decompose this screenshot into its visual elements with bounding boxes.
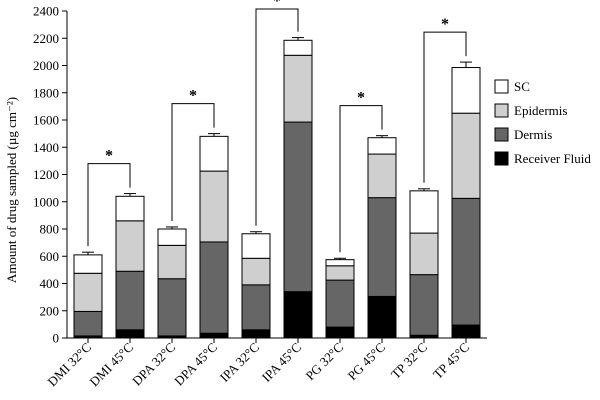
x-category-label: IPA 32°C — [217, 340, 262, 385]
bars-layer — [73, 37, 481, 339]
legend-swatch — [494, 127, 509, 142]
bar-segment — [409, 232, 439, 276]
y-tick-label: 2000 — [33, 58, 59, 73]
bar-segment — [409, 190, 439, 234]
y-tick-label: 1600 — [33, 113, 59, 128]
legend-swatch — [494, 151, 509, 166]
bar-segment — [325, 265, 355, 281]
bar-segment — [409, 274, 439, 336]
bar-segment — [241, 329, 271, 339]
bar-segment — [157, 244, 187, 280]
x-category-label: TP 32°C — [388, 340, 430, 382]
legend-swatch — [494, 79, 509, 94]
bar-segment — [157, 228, 187, 246]
significance-marker: * — [189, 88, 197, 105]
significance-marker: * — [441, 16, 449, 33]
bar-segment — [367, 153, 397, 199]
bar-segment — [451, 197, 481, 326]
legend: SC Epidermis Dermis Receiver Fluid — [494, 79, 591, 166]
significance-marker: * — [273, 0, 281, 10]
bar-segment — [451, 112, 481, 199]
bar-segment — [367, 197, 397, 297]
y-tick-label: 2400 — [33, 4, 59, 19]
x-category-label: DPA 32°C — [129, 340, 178, 389]
bar-segment — [199, 170, 229, 243]
x-category-label: IPA 45°C — [259, 340, 304, 385]
x-category-label: DPA 45°C — [171, 340, 220, 389]
bar-segment — [115, 329, 145, 339]
x-category-label: PG 45°C — [344, 340, 388, 384]
x-category-label: DMI 32°C — [44, 340, 94, 390]
bar-segment — [73, 254, 103, 274]
bar-segment — [73, 272, 103, 312]
significance-bracket — [423, 31, 467, 183]
bar-segment — [283, 39, 313, 56]
legend-label: SC — [514, 79, 530, 94]
x-category-label: TP 45°C — [430, 340, 472, 382]
legend-label: Receiver Fluid — [514, 151, 591, 166]
y-tick-label: 1200 — [33, 167, 59, 182]
y-tick-label: 1800 — [33, 85, 59, 100]
y-axis-label: Amount of drug sampled (µg cm⁻²) — [4, 97, 19, 283]
y-tick-label: 400 — [40, 276, 60, 291]
bar-segment — [325, 259, 355, 267]
legend-swatch — [494, 103, 509, 118]
significance-layer: * * * * * — [87, 0, 467, 253]
y-tick-label: 2200 — [33, 31, 59, 46]
y-tick-label: 600 — [40, 249, 60, 264]
bar-segment — [367, 137, 397, 155]
y-tick-label: 1000 — [33, 194, 59, 209]
bar-segment — [451, 324, 481, 339]
significance-bracket — [87, 163, 131, 247]
bar-segment — [115, 220, 145, 272]
bar-segment — [283, 121, 313, 293]
y-tick-label: 200 — [40, 303, 60, 318]
bar-segment — [157, 278, 187, 337]
bar-segment — [283, 54, 313, 123]
x-category-label: DMI 45°C — [86, 340, 136, 390]
bar-segment — [325, 326, 355, 339]
bar-segment — [241, 257, 271, 286]
bar-segment — [199, 135, 229, 172]
bar-segment — [115, 270, 145, 331]
bar-segment — [451, 67, 481, 114]
significance-bracket — [171, 103, 215, 221]
significance-bracket — [339, 105, 383, 253]
bar-segment — [199, 241, 229, 334]
significance-marker: * — [105, 148, 113, 165]
y-tick-label: 0 — [53, 331, 60, 346]
bar-segment — [199, 332, 229, 339]
significance-bracket — [255, 8, 299, 226]
bar-segment — [115, 195, 145, 222]
significance-marker: * — [357, 90, 365, 107]
bar-segment — [367, 295, 397, 339]
bar-segment — [241, 233, 271, 259]
y-tick-label: 1400 — [33, 140, 59, 155]
legend-label: Dermis — [514, 127, 552, 142]
bar-segment — [241, 284, 271, 331]
x-category-label: PG 32°C — [302, 340, 346, 384]
bar-segment — [325, 279, 355, 328]
y-tick-label: 800 — [40, 222, 60, 237]
legend-label: Epidermis — [514, 103, 567, 118]
bar-segment — [73, 310, 103, 337]
bar-segment — [283, 291, 313, 339]
